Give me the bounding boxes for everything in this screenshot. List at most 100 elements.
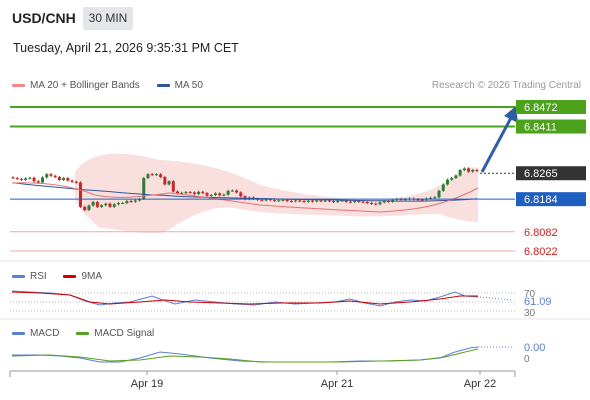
rsi-tick-70: 70 — [524, 289, 536, 300]
candle — [180, 192, 184, 194]
candle — [467, 168, 471, 172]
rsi-9ma-line — [11, 291, 478, 305]
candle — [197, 191, 201, 195]
support-label-box — [516, 192, 586, 207]
resistance-1-label-box — [516, 100, 586, 114]
resistance-2-label: 6.8411 — [524, 122, 557, 134]
candle — [142, 178, 146, 199]
candle — [277, 200, 281, 202]
candle — [171, 181, 175, 192]
rsi-tick-30: 30 — [524, 308, 536, 319]
candle — [104, 203, 108, 206]
candle — [273, 200, 277, 202]
candle — [91, 202, 95, 206]
current-price-label: 6.8265 — [524, 168, 558, 180]
candle — [289, 201, 293, 203]
bollinger-band-area — [75, 153, 478, 234]
candle — [167, 181, 171, 185]
candle — [163, 177, 167, 185]
legend-macd-label: MACD — [30, 328, 60, 339]
legend-ma50: MA 50 — [156, 80, 203, 91]
candle — [353, 201, 357, 203]
candle — [213, 193, 217, 195]
candle — [315, 200, 319, 202]
legend-ma20-label: MA 20 + Bollinger Bands — [30, 80, 140, 91]
candle — [420, 199, 424, 201]
forecast-arrowhead — [504, 106, 518, 123]
x-tick-label-apr22: Apr 22 — [464, 378, 496, 390]
candle — [45, 174, 49, 178]
candle — [230, 190, 234, 192]
main-legend: MA 20 + Bollinger Bands MA 50 — [12, 80, 217, 91]
candle — [471, 170, 475, 172]
rsi-legend: RSI 9MA — [12, 271, 116, 282]
legend-9ma-swatch — [63, 274, 77, 278]
candle — [66, 178, 70, 181]
candle — [319, 200, 323, 202]
macd-value: 0.00 — [524, 342, 545, 354]
candle — [205, 193, 209, 196]
candle — [281, 199, 285, 201]
candle — [19, 179, 23, 180]
candle — [32, 177, 36, 182]
candle — [475, 170, 479, 172]
candle — [87, 205, 91, 211]
legend-rsi-9ma: 9MA — [63, 271, 102, 282]
candle — [188, 192, 192, 194]
candle — [344, 200, 348, 202]
candle — [116, 203, 120, 205]
legend-9ma-label: 9MA — [81, 271, 103, 282]
candle — [108, 203, 112, 207]
support-label: 6.8184 — [524, 194, 558, 206]
candle — [348, 201, 352, 203]
legend-ma50-label: MA 50 — [174, 80, 203, 91]
current-price-label-box — [516, 166, 586, 181]
candle — [62, 178, 66, 180]
candle — [28, 177, 32, 179]
candle — [15, 178, 19, 180]
datetime-label: Tuesday, April 21, 2026 9:35:31 PM CET — [13, 41, 239, 55]
legend-macd: MACD — [12, 328, 62, 339]
legend-ma20-swatch — [12, 83, 25, 87]
macd-signal-line — [11, 348, 479, 363]
candle — [306, 200, 310, 202]
candle — [429, 197, 433, 199]
minor-support-2-label: 6.8022 — [524, 246, 558, 258]
rsi-line — [11, 290, 479, 307]
candle — [437, 190, 441, 198]
candle — [41, 177, 45, 183]
legend-macd-swatch — [12, 331, 25, 335]
candle — [433, 197, 437, 199]
candle — [302, 201, 306, 203]
legend-macd-signal: MACD Signal — [76, 328, 154, 339]
candle — [36, 181, 40, 183]
candle — [239, 192, 243, 197]
resistance-2-label-box — [516, 119, 586, 134]
candle — [294, 200, 298, 202]
legend-macd-signal-swatch — [76, 331, 90, 335]
candle — [454, 175, 458, 179]
timeframe-badge[interactable]: 30 MIN — [83, 7, 133, 30]
candle — [184, 192, 188, 194]
candle — [361, 201, 365, 203]
candle — [209, 195, 213, 196]
candle — [192, 192, 196, 195]
candle — [146, 174, 150, 179]
rsi-extension — [479, 296, 513, 301]
candle — [332, 201, 336, 203]
candle — [100, 205, 104, 207]
candle — [370, 203, 374, 204]
candle — [133, 200, 137, 202]
x-tick-label-apr19: Apr 19 — [131, 378, 163, 390]
legend-macd-signal-label: MACD Signal — [94, 328, 155, 339]
candle — [159, 174, 163, 178]
legend-rsi-label: RSI — [30, 271, 47, 282]
ma20-line — [11, 182, 479, 213]
candle — [57, 177, 61, 180]
candle — [201, 191, 205, 194]
ma50-line — [12, 182, 478, 202]
candle — [222, 194, 226, 196]
legend-rsi: RSI — [12, 271, 49, 282]
candle — [218, 193, 222, 196]
candle — [53, 175, 57, 178]
